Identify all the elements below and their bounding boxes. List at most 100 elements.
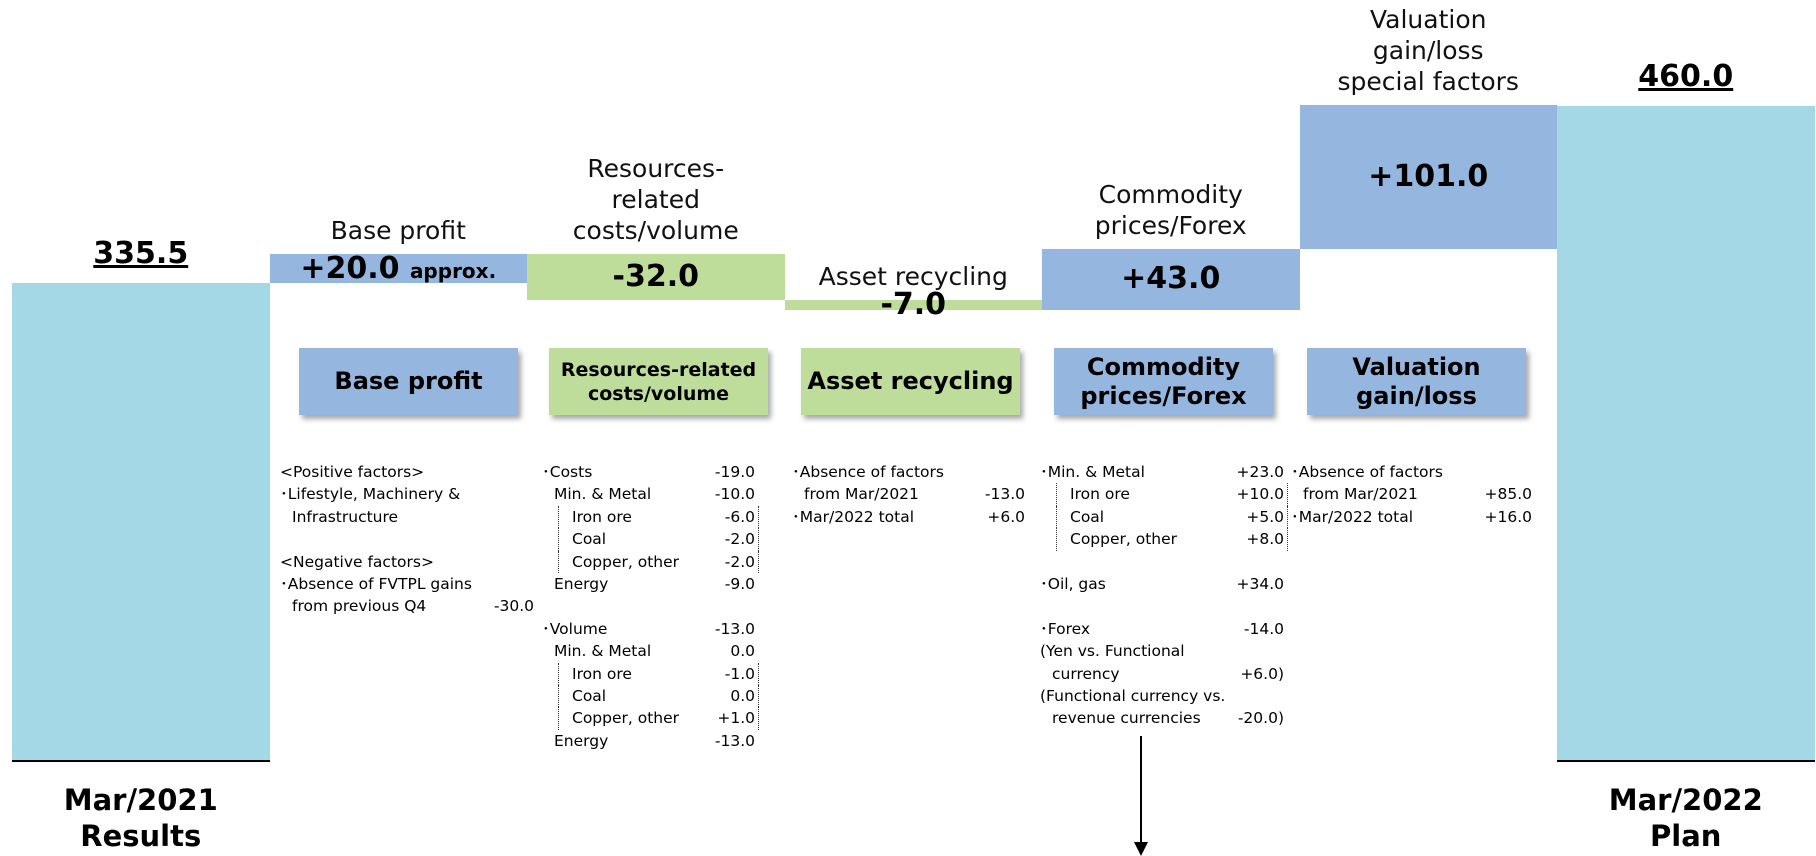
row-value: +6.0 [987, 507, 1025, 526]
row-label: Coal [1070, 507, 1105, 526]
value-text: +43.0 [1121, 261, 1221, 297]
row-label: ･Mar/2022 total [792, 507, 915, 526]
row-value: -2.0 [724, 530, 755, 549]
row-label: ･Costs [542, 463, 593, 481]
bracket [558, 505, 759, 529]
bracket [1056, 528, 1288, 551]
value-text: -7.0 [880, 287, 947, 322]
row-label: ･Absence of factors [1291, 463, 1443, 481]
value-label: +43.0 [1042, 262, 1300, 296]
bracket [558, 550, 759, 573]
value-label: -32.0 [527, 260, 785, 294]
value-text: +20.0 [300, 250, 400, 286]
value-label: -7.0 [785, 288, 1043, 322]
row-value: -2.0 [724, 552, 755, 571]
row-value: -30.0 [493, 597, 534, 616]
row-value: +85.0 [1484, 485, 1533, 504]
row-value: 0.0 [730, 687, 755, 705]
panel-header: Valuation gain/loss [1307, 348, 1526, 415]
row-label: <Negative factors> [280, 552, 434, 571]
row-label: Min. & Metal [554, 642, 652, 661]
row-value: +16.0 [1484, 507, 1533, 526]
row-label: Energy [554, 731, 609, 750]
row-value: +10.0 [1236, 485, 1285, 504]
row-label: revenue currencies [1052, 709, 1201, 728]
arrow-head [1134, 842, 1148, 856]
bar [1042, 248, 1300, 310]
bar [1557, 105, 1815, 761]
annotation: approx. [409, 258, 497, 283]
row-label: <Positive factors> [280, 463, 425, 481]
row-value: 0.0 [730, 642, 755, 661]
bar [527, 254, 785, 300]
row-value: -6.0 [724, 507, 755, 526]
panel-header: Base profit [299, 348, 518, 415]
row-label: from previous Q4 [292, 597, 427, 616]
baseline [1557, 760, 1815, 762]
row-label: Infrastructure [292, 507, 399, 526]
row-label: ･Volume [542, 619, 608, 638]
row-value: +5.0 [1246, 507, 1284, 526]
value-text: -32.0 [612, 259, 699, 295]
row-label: Iron ore [572, 507, 632, 526]
panel-header: Asset recycling [801, 348, 1020, 415]
baseline [12, 760, 270, 762]
bracket [1056, 483, 1288, 506]
row-label: ･Mar/2022 total [1291, 507, 1414, 526]
row-value: -9.0 [724, 575, 755, 593]
row-value: +6.0) [1240, 664, 1284, 683]
row-label: Coal [572, 687, 607, 705]
row-label: (Yen vs. Functional [1040, 642, 1185, 661]
row-label: ･Min. & Metal [1040, 463, 1145, 481]
row-label: Min. & Metal [554, 485, 652, 504]
category-label: Mar/2022 Plan [1608, 783, 1763, 853]
row-value: +8.0 [1246, 530, 1284, 549]
row-label: ･Oil, gas [1040, 575, 1106, 593]
category-label: Resources- related costs/volume [572, 154, 739, 246]
panel-header: Commodity prices/Forex [1054, 348, 1273, 415]
bar [12, 282, 270, 761]
row-value: -13.0 [714, 619, 755, 638]
bracket [558, 662, 759, 685]
row-label: Iron ore [572, 664, 632, 683]
row-value: -10.0 [714, 485, 755, 504]
row-label: currency [1052, 664, 1120, 683]
bar [269, 254, 527, 283]
row-value: +1.0 [717, 709, 755, 728]
row-value: -13.0 [714, 731, 755, 750]
value-text: +101.0 [1368, 158, 1489, 194]
row-label: ･Absence of factors [792, 463, 944, 481]
row-label: Iron ore [1070, 485, 1130, 504]
row-label: ･Forex [1040, 619, 1091, 638]
row-label: Energy [554, 575, 609, 593]
bracket [558, 528, 759, 551]
bar [1299, 104, 1557, 249]
row-label: ･Lifestyle, Machinery & [280, 485, 461, 504]
category-label: Asset recycling [818, 262, 1008, 291]
bar [784, 300, 1042, 310]
row-label: (Functional currency vs. [1040, 687, 1226, 705]
row-value: -14.0 [1243, 619, 1284, 638]
row-value: -1.0 [724, 664, 755, 683]
row-value: -19.0 [714, 463, 755, 481]
row-value: -20.0) [1237, 709, 1284, 728]
row-label: Copper, other [572, 709, 680, 728]
bracket [1056, 505, 1288, 529]
row-label: from Mar/2021 [1303, 485, 1418, 504]
category-label: Valuation gain/loss special factors [1337, 4, 1519, 96]
row-label: ･Absence of FVTPL gains [280, 575, 472, 593]
row-label: Coal [572, 530, 607, 549]
bracket [558, 685, 759, 708]
panel-header: Resources-related costs/volume [549, 348, 768, 415]
bracket [558, 707, 759, 730]
value-label: +20.0 approx. [270, 250, 528, 288]
row-label: Copper, other [1070, 530, 1178, 549]
category-label: Mar/2021 Results [63, 783, 218, 853]
category-label: Commodity prices/Forex [1094, 179, 1247, 240]
value-label: 335.5 [93, 235, 189, 271]
category-label: Base profit [330, 216, 466, 246]
row-label: Copper, other [572, 552, 680, 571]
row-value: +34.0 [1236, 575, 1285, 593]
